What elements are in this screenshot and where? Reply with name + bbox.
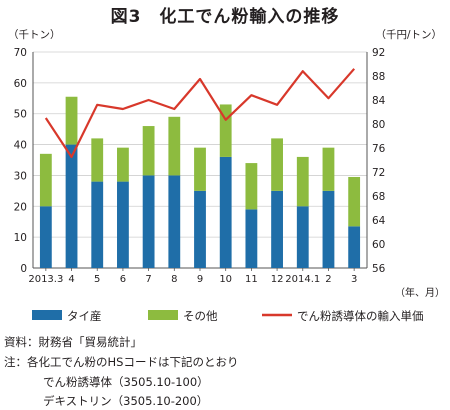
bar-other: [271, 138, 283, 191]
bar-thai: [39, 206, 52, 268]
bar-other: [348, 176, 361, 227]
bar-thai: [142, 175, 155, 268]
right-axis-tick-label: 60: [372, 239, 385, 251]
right-axis-tick-label: 80: [372, 119, 385, 131]
bar-other: [245, 163, 258, 210]
x-axis-unit: （年、月）: [395, 286, 445, 299]
x-tick-label: 12: [271, 274, 284, 285]
left-axis-tick-label: 50: [14, 109, 27, 121]
x-tick-label: 2: [325, 274, 331, 285]
left-axis-tick-label: 0: [20, 263, 27, 275]
hs-code-dextrin: デキストリン（3505.10-200）: [43, 394, 209, 408]
legend-swatch: [32, 310, 62, 320]
unit-price-line: [44, 68, 356, 159]
bar-thai: [245, 209, 258, 268]
legend-label: その他: [183, 309, 218, 323]
right-axis-tick-label: 68: [372, 191, 385, 203]
bar-other: [322, 147, 335, 191]
x-tick-label: 5: [94, 274, 100, 285]
source-note: 資料：財務省「貿易統計」: [4, 335, 142, 349]
right-axis-tick-label: 88: [372, 71, 385, 83]
x-tick-label: 4: [68, 274, 74, 285]
x-tick-label: 9: [197, 274, 203, 285]
chart-title: 図3 化工でん粉輸入の推移: [110, 7, 340, 27]
bar-thai: [271, 190, 283, 268]
x-tick-label: 3: [351, 274, 357, 285]
legend-label: タイ産: [67, 309, 102, 323]
bar-other: [142, 126, 155, 176]
legend-swatch: [148, 310, 178, 320]
bar-thai: [91, 181, 104, 268]
bar-thai: [322, 190, 335, 268]
bar-thai: [219, 156, 232, 268]
right-axis-tick-label: 72: [372, 167, 385, 179]
bar-other: [194, 147, 206, 191]
bar-thai: [65, 144, 78, 268]
bar-other: [168, 116, 181, 176]
bar-other: [65, 96, 78, 145]
bar-other: [91, 138, 104, 182]
bar-thai: [296, 206, 309, 268]
x-tick-label: 8: [171, 274, 177, 285]
x-tick-label: 6: [120, 274, 126, 285]
x-tick-label: 2013.3: [28, 274, 63, 285]
left-axis-unit: （千トン）: [8, 29, 61, 41]
right-axis-tick-label: 64: [372, 215, 386, 227]
left-axis-tick-label: 10: [14, 232, 27, 244]
left-axis-tick-label: 60: [14, 78, 27, 90]
bar-thai: [168, 175, 181, 268]
legend-label: でん粉誘導体の輸入単価: [297, 309, 424, 323]
right-axis-tick-label: 84: [372, 95, 386, 107]
bar-other: [117, 147, 129, 182]
right-axis-tick-label: 92: [372, 47, 385, 59]
bar-other: [296, 156, 309, 207]
chart: 01020304050607056606468727680848892（千トン）…: [8, 29, 445, 323]
x-tick-label: 7: [145, 274, 151, 285]
bar-other: [39, 153, 52, 207]
right-axis-tick-label: 56: [372, 263, 386, 275]
left-axis-tick-label: 20: [14, 201, 27, 213]
x-tick-label: 10: [219, 274, 232, 285]
right-axis-tick-label: 76: [372, 143, 386, 155]
bar-other: [219, 104, 232, 157]
hs-code-note: 注：各化工でん粉のHSコードは下記のとおり: [4, 355, 239, 369]
left-axis-tick-label: 40: [14, 140, 27, 152]
hs-code-derivative: でん粉誘導体（3505.10-100）: [43, 375, 209, 389]
left-axis-tick-label: 30: [14, 170, 27, 182]
x-tick-label: 2014.1: [285, 274, 320, 285]
bar-thai: [194, 190, 206, 268]
right-axis-unit: （千円/トン）: [375, 29, 442, 41]
x-tick-label: 11: [245, 274, 258, 285]
bar-thai: [117, 181, 129, 268]
left-axis-tick-label: 70: [14, 47, 27, 59]
bar-thai: [348, 226, 361, 268]
